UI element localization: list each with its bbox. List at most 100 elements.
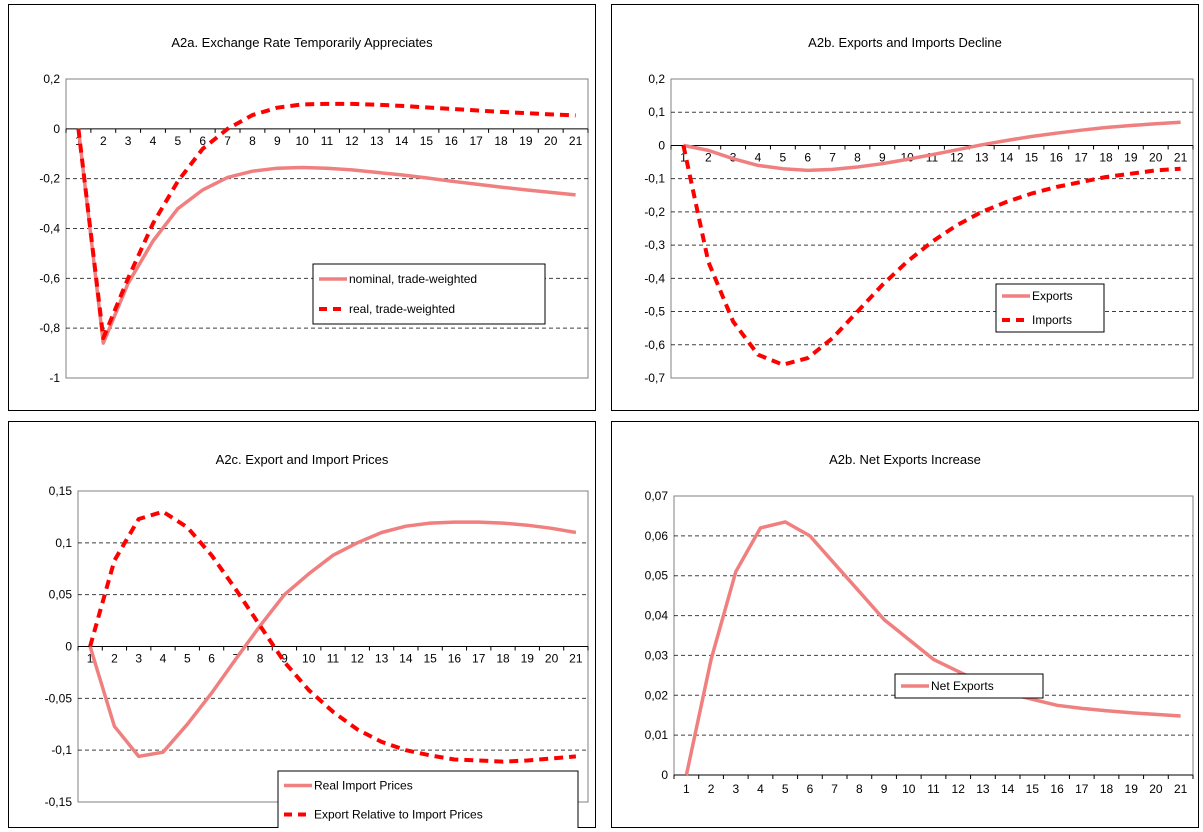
chart-a2d: A2b. Net Exports Increase 0,07 0,06 0,05 0,… bbox=[611, 421, 1199, 828]
y-tick-label: -0,6 bbox=[644, 338, 665, 352]
x-tick-label: 15 bbox=[423, 652, 437, 666]
x-tick-label: 17 bbox=[469, 134, 483, 148]
x-tick-label: 17 bbox=[472, 652, 486, 666]
y-tick-label: 0 bbox=[661, 768, 668, 782]
x-tick-label: 21 bbox=[1174, 150, 1188, 164]
legend-label: real, trade-weighted bbox=[349, 302, 455, 316]
y-tick-label: 0,07 bbox=[645, 489, 669, 503]
x-tick-label: 14 bbox=[1001, 782, 1015, 796]
x-tick-label: 5 bbox=[780, 150, 787, 164]
x-tick-label: 20 bbox=[1149, 150, 1163, 164]
x-tick-label: 14 bbox=[1000, 150, 1014, 164]
x-tick-label: 21 bbox=[569, 652, 583, 666]
y-tick-label: 0,05 bbox=[645, 569, 669, 583]
y-tick-label: 0 bbox=[53, 122, 60, 136]
x-tick-label: 3 bbox=[732, 782, 739, 796]
x-tick-label: 9 bbox=[274, 134, 281, 148]
x-tick-label: 8 bbox=[854, 150, 861, 164]
y-tick-label: 0,05 bbox=[49, 588, 73, 602]
legend-label: Exports bbox=[1032, 289, 1073, 303]
chart-title: A2b. Exports and Imports Decline bbox=[808, 35, 1002, 50]
x-tick-label: 15 bbox=[420, 134, 434, 148]
x-tick-label: 12 bbox=[351, 652, 365, 666]
y-tick-label: -0,4 bbox=[644, 271, 665, 285]
x-tick-label: 15 bbox=[1026, 782, 1040, 796]
x-tick-label: 9 bbox=[879, 150, 886, 164]
y-tick-label: -0,1 bbox=[644, 172, 665, 186]
x-tick-label: 5 bbox=[175, 134, 182, 148]
x-tick-label: 13 bbox=[975, 150, 989, 164]
x-tick-label: 2 bbox=[111, 652, 118, 666]
chart-a2a: A2a. Exchange Rate Temporarily Appreciat… bbox=[8, 4, 596, 411]
y-tick-label: 0,2 bbox=[43, 72, 60, 86]
x-tick-label: 9 bbox=[881, 782, 888, 796]
chart-panel-a2b: A2b. Exports and Imports Decline 0,2 0,1 0… bbox=[611, 4, 1199, 411]
legend-label: Net Exports bbox=[931, 679, 994, 693]
y-tick-label: 0,03 bbox=[645, 648, 669, 662]
x-tick-label: 10 bbox=[302, 652, 316, 666]
x-tick-label: 21 bbox=[1174, 782, 1188, 796]
plot-area bbox=[670, 78, 1194, 379]
x-tick-label: 10 bbox=[295, 134, 309, 148]
y-tick-label: -0,8 bbox=[39, 321, 60, 335]
x-tick-label: 12 bbox=[950, 150, 964, 164]
x-tick-label: 18 bbox=[1099, 150, 1113, 164]
chart-panel-a2a: A2a. Exchange Rate Temporarily Appreciat… bbox=[8, 4, 596, 411]
x-tick-label: 18 bbox=[494, 134, 508, 148]
y-tick-label: 0,01 bbox=[645, 728, 669, 742]
x-tick-label: 7 bbox=[829, 150, 836, 164]
x-tick-label: 6 bbox=[208, 652, 215, 666]
x-tick-label: 17 bbox=[1075, 782, 1089, 796]
x-tick-label: 7 bbox=[224, 134, 231, 148]
chart-frame bbox=[611, 421, 1199, 828]
x-tick-label: 16 bbox=[448, 652, 462, 666]
x-tick-label: 8 bbox=[249, 134, 256, 148]
legend-box bbox=[277, 770, 579, 828]
x-tick-label: 12 bbox=[345, 134, 359, 148]
chart-title: A2c. Export and Import Prices bbox=[216, 452, 389, 467]
legend-label: nominal, trade-weighted bbox=[349, 272, 477, 286]
x-tick-label: 20 bbox=[544, 134, 558, 148]
x-tick-label: 19 bbox=[1124, 150, 1138, 164]
x-tick-label: 15 bbox=[1025, 150, 1039, 164]
legend-box bbox=[312, 263, 546, 325]
x-tick-label: 19 bbox=[521, 652, 535, 666]
x-tick-label: 7 bbox=[831, 782, 838, 796]
y-tick-label: -0,3 bbox=[644, 238, 665, 252]
x-tick-label: 2 bbox=[708, 782, 715, 796]
x-tick-label: 20 bbox=[545, 652, 559, 666]
x-tick-label: 4 bbox=[757, 782, 764, 796]
y-tick-label: 0 bbox=[65, 640, 72, 654]
x-tick-label: 18 bbox=[496, 652, 510, 666]
x-tick-label: 2 bbox=[100, 134, 107, 148]
x-tick-label: 11 bbox=[321, 134, 334, 148]
x-tick-label: 18 bbox=[1100, 782, 1114, 796]
y-tick-label: 0,15 bbox=[49, 484, 73, 498]
x-tick-label: 17 bbox=[1074, 150, 1088, 164]
x-tick-label: 9 bbox=[281, 652, 288, 666]
y-tick-label: -0,15 bbox=[45, 795, 73, 809]
chart-panel-a2c: A2c. Export and Import Prices 0,15 0,1 0,0… bbox=[8, 421, 596, 828]
chart-title: A2a. Exchange Rate Temporarily Appreciat… bbox=[171, 35, 433, 50]
y-tick-label: 0 bbox=[658, 138, 665, 152]
x-tick-label: 8 bbox=[257, 652, 264, 666]
x-tick-label: 16 bbox=[445, 134, 459, 148]
x-tick-label: 12 bbox=[952, 782, 966, 796]
x-tick-label: 14 bbox=[395, 134, 409, 148]
x-tick-label: 16 bbox=[1050, 150, 1064, 164]
x-tick-label: 5 bbox=[782, 782, 789, 796]
y-tick-label: -0,05 bbox=[45, 691, 73, 705]
x-tick-label: 13 bbox=[976, 782, 990, 796]
x-tick-label: 4 bbox=[160, 652, 167, 666]
chart-frame bbox=[611, 4, 1199, 411]
x-tick-label: 5 bbox=[184, 652, 191, 666]
x-tick-label: 14 bbox=[399, 652, 413, 666]
chart-a2b: A2b. Exports and Imports Decline 0,2 0,1 0… bbox=[611, 4, 1199, 411]
chart-panel-a2d: A2b. Net Exports Increase 0,07 0,06 0,05 0,… bbox=[611, 421, 1199, 828]
y-tick-label: 0,04 bbox=[645, 609, 669, 623]
x-tick-label: 11 bbox=[927, 782, 940, 796]
x-tick-label: 6 bbox=[199, 134, 206, 148]
y-tick-label: -0,6 bbox=[39, 271, 60, 285]
y-tick-label: -0,7 bbox=[644, 371, 665, 385]
x-tick-label: 1 bbox=[87, 652, 94, 666]
